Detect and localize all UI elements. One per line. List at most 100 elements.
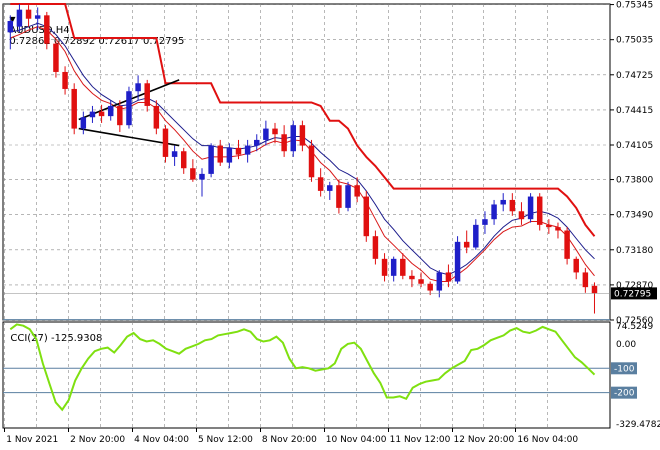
- candle-body: [491, 204, 497, 220]
- candle-body: [308, 145, 315, 178]
- candle-body: [171, 151, 178, 157]
- candle-body: [445, 272, 452, 282]
- candle-body: [254, 139, 260, 146]
- candle-body: [290, 125, 297, 152]
- candle-bearish: [281, 125, 287, 157]
- candle-bearish: [317, 168, 324, 197]
- candle-bullish: [345, 181, 351, 212]
- candle-body: [44, 15, 50, 44]
- candle-bullish: [208, 143, 214, 178]
- candle-body: [217, 145, 223, 163]
- y-tick-label: 0.74415: [616, 106, 653, 116]
- candle-body: [381, 258, 388, 276]
- indicator-panel-frame: [2, 321, 611, 429]
- y-tick-label: 0.73800: [616, 176, 653, 186]
- current-price-label: 0.72795: [614, 289, 651, 299]
- candle-body: [226, 147, 233, 163]
- cci-tick-label: -329.4782: [616, 420, 660, 430]
- candle-body: [354, 185, 360, 197]
- candle-body: [199, 173, 205, 180]
- candle-body: [345, 185, 351, 208]
- candle-body: [89, 111, 96, 118]
- x-tick-label: 12 Nov 20:00: [454, 435, 515, 445]
- candle-bearish: [354, 177, 360, 203]
- y-tick-label: 0.73180: [616, 246, 653, 256]
- cci-level-marker: [611, 386, 637, 399]
- candles: [7, 4, 598, 314]
- candle-body: [463, 241, 470, 248]
- candle-body: [162, 128, 169, 157]
- candle-body: [500, 199, 506, 205]
- candle-bullish: [254, 134, 260, 152]
- candle-body: [107, 105, 114, 117]
- candle-bearish: [336, 179, 342, 214]
- candle-body: [336, 185, 342, 208]
- envelope-upper-line: [10, 3, 596, 237]
- candle-bearish: [144, 79, 150, 112]
- candle-bearish: [536, 193, 543, 231]
- candle-bearish: [53, 41, 59, 78]
- candle-bearish: [427, 281, 433, 296]
- candle-bearish: [372, 230, 379, 265]
- x-tick-label: 4 Nov 04:00: [134, 435, 189, 445]
- candle-body: [117, 105, 123, 126]
- dropdown-arrow-icon[interactable]: ▼: [9, 15, 16, 24]
- candle-bullish: [226, 143, 233, 169]
- candle-bullish: [199, 168, 205, 197]
- candle-bearish: [445, 264, 452, 288]
- candle-bullish: [135, 75, 141, 101]
- candle-body: [473, 224, 479, 248]
- x-tick-label: 16 Nov 04:00: [517, 435, 578, 445]
- symbol-label: AUDUSD,H4: [9, 25, 70, 36]
- candle-bullish: [436, 270, 443, 298]
- candle-body: [454, 241, 461, 282]
- cci-label: CCI(27) -125.9308: [10, 333, 103, 344]
- candle-bearish: [98, 104, 105, 123]
- candle-bearish: [308, 139, 315, 182]
- candle-body: [400, 258, 406, 276]
- candle-bearish: [71, 83, 77, 135]
- candle-bearish: [418, 272, 424, 288]
- candle-body: [527, 196, 534, 220]
- y-tick-label: 0.75345: [616, 1, 653, 11]
- candle-body: [263, 128, 269, 140]
- candle-body: [126, 91, 132, 126]
- candle-body: [372, 236, 379, 259]
- candle-body: [299, 125, 306, 146]
- candle-bearish: [591, 282, 598, 314]
- candle-bearish: [546, 219, 552, 234]
- candle-body: [235, 147, 242, 155]
- candle-bullish: [107, 100, 114, 121]
- x-tick-label: 2 Nov 20:00: [70, 435, 125, 445]
- x-tick-label: 8 Nov 20:00: [262, 435, 317, 445]
- candle-body: [591, 285, 598, 294]
- ohlc-values: 0.72862 0.72892 0.72617 0.72795: [9, 36, 185, 47]
- x-tick-label: 10 Nov 04:00: [326, 435, 387, 445]
- candle-body: [190, 168, 196, 180]
- candle-bullish: [16, 4, 23, 33]
- candle-body: [536, 196, 543, 225]
- moving-average-red-line: [10, 26, 595, 282]
- candle-body: [71, 88, 77, 129]
- cci-tick-label: -200: [614, 389, 635, 399]
- candle-body: [80, 117, 87, 129]
- candle-bearish: [363, 190, 370, 242]
- candle-body: [34, 15, 41, 19]
- cci-tick-label: -100: [614, 364, 635, 374]
- candle-bearish: [564, 227, 570, 265]
- candle-body: [390, 258, 397, 276]
- candle-bearish: [44, 11, 50, 50]
- candle-bearish: [555, 222, 561, 239]
- candle-body: [135, 83, 141, 92]
- candle-bearish: [400, 253, 406, 280]
- candle-bullish: [527, 193, 534, 223]
- candle-body: [427, 283, 433, 291]
- cci-level-marker: [611, 362, 637, 375]
- candle-bearish: [162, 125, 169, 163]
- y-tick-label: 0.72560: [616, 316, 653, 326]
- candle-body: [555, 227, 561, 231]
- y-tick-label: 0.72870: [616, 281, 653, 291]
- candle-body: [53, 43, 59, 72]
- y-tick-label: 0.74725: [616, 71, 653, 81]
